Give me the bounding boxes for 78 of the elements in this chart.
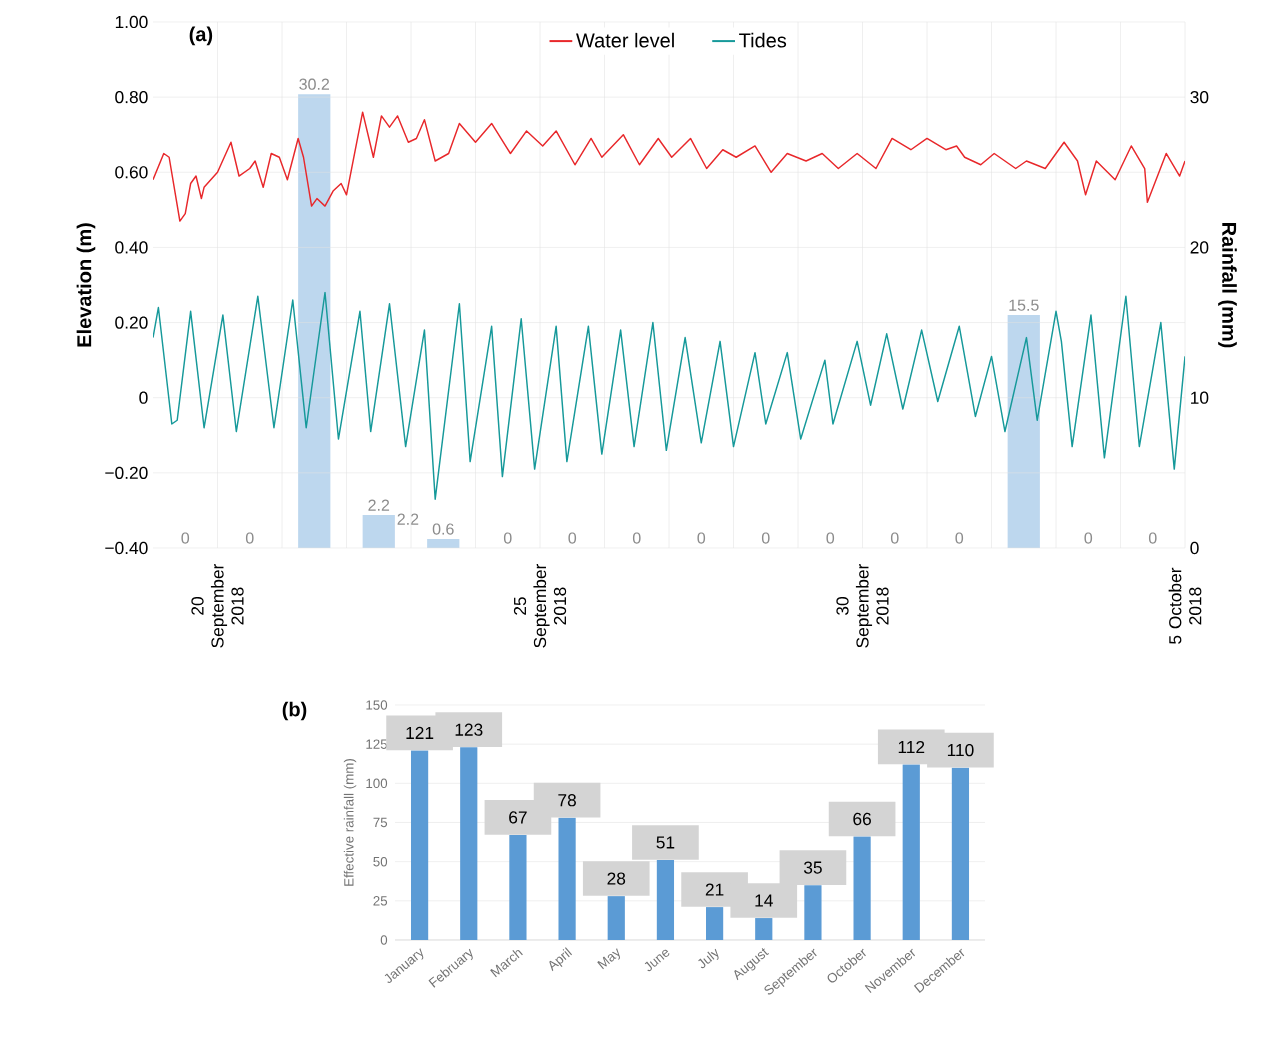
data-label: 51: [656, 836, 675, 849]
bar: [705, 907, 724, 940]
data-label: 0: [890, 532, 899, 544]
y-tick-label: 100: [366, 778, 388, 789]
y-tick-label: −0.40: [105, 541, 148, 555]
y2-tick-label: 0: [1190, 541, 1199, 555]
bar: [509, 835, 527, 940]
data-label: 35: [803, 861, 822, 874]
chart-title: (b): [282, 701, 307, 721]
y2-tick-label: 30: [1190, 90, 1209, 104]
y-tick-label: 0.80: [115, 90, 148, 104]
data-label: 0: [826, 532, 835, 544]
bar: [460, 747, 478, 940]
bar: [362, 514, 395, 548]
bar: [1007, 315, 1040, 548]
data-label: 110: [947, 743, 974, 757]
y-tick-label: 0: [139, 391, 148, 404]
y-tick-label: 50: [373, 856, 388, 867]
data-label: 67: [509, 811, 527, 824]
legend-label: Tides: [739, 32, 787, 48]
x-tick-label: 20 September 2018: [191, 563, 244, 648]
bar: [607, 896, 625, 940]
x-tick-label: 30 September 2018: [836, 563, 889, 648]
y-tick-label: 75: [373, 817, 388, 828]
legend-label: Water level: [576, 32, 674, 48]
line-series: [153, 291, 1186, 500]
x-tick-label: May: [597, 948, 620, 970]
annotation: 2.2: [397, 513, 419, 525]
data-label: 14: [755, 894, 773, 907]
data-label: 0: [1148, 532, 1157, 544]
y-tick-label: 0.60: [115, 166, 148, 179]
line-series: [153, 111, 1186, 222]
bar: [853, 836, 871, 940]
y-tick-label: −0.20: [105, 466, 148, 479]
bar: [410, 750, 429, 940]
y-tick-label: 0: [380, 935, 388, 945]
data-label: 0: [955, 532, 964, 544]
y-tick-label: 125: [366, 739, 388, 749]
data-label: 123: [455, 723, 483, 736]
data-label: 2.2: [368, 499, 390, 511]
bar: [804, 885, 822, 940]
data-label: 15.5: [1009, 299, 1039, 311]
data-label: 30.2: [299, 78, 330, 90]
y2-axis-title: Rainfall (mm): [1218, 222, 1237, 348]
y-tick-label: 1.00: [115, 15, 148, 29]
y2-tick-label: 10: [1191, 391, 1209, 404]
y-tick-label: 25: [373, 896, 388, 906]
x-tick-label: 25 September 2018: [513, 563, 567, 648]
data-label: 28: [607, 872, 626, 885]
data-label: 112: [898, 740, 925, 753]
data-label: 121: [406, 726, 434, 739]
data-label: 0: [181, 532, 190, 544]
y-axis-title: Effective rainfall (mm): [343, 759, 357, 886]
data-label: 0: [697, 532, 706, 544]
x-tick-label: 5 October 2018: [1168, 567, 1202, 644]
data-label: 0: [632, 532, 641, 544]
data-label: 0: [503, 532, 512, 544]
bar: [951, 767, 970, 940]
y2-tick-label: 20: [1190, 241, 1209, 254]
bar: [656, 860, 675, 940]
bar: [558, 817, 576, 940]
bar: [902, 764, 920, 940]
data-label: 66: [853, 812, 871, 826]
y-tick-label: 0.20: [115, 316, 148, 329]
y-tick-label: 0.40: [115, 241, 148, 254]
data-label: 0: [245, 532, 254, 544]
data-label: 0: [761, 532, 770, 544]
bar: [298, 94, 331, 548]
data-label: 0.6: [432, 523, 454, 535]
data-label: 0: [568, 532, 577, 544]
x-tick-label: July: [698, 948, 719, 969]
y-axis-title: Elevation (m): [76, 223, 96, 347]
data-label: 78: [558, 794, 576, 807]
data-label: 21: [705, 883, 724, 896]
data-label: 0: [1084, 532, 1093, 544]
y-tick-label: 150: [366, 700, 388, 710]
chart-title: (a): [189, 26, 213, 46]
bar: [755, 918, 773, 940]
